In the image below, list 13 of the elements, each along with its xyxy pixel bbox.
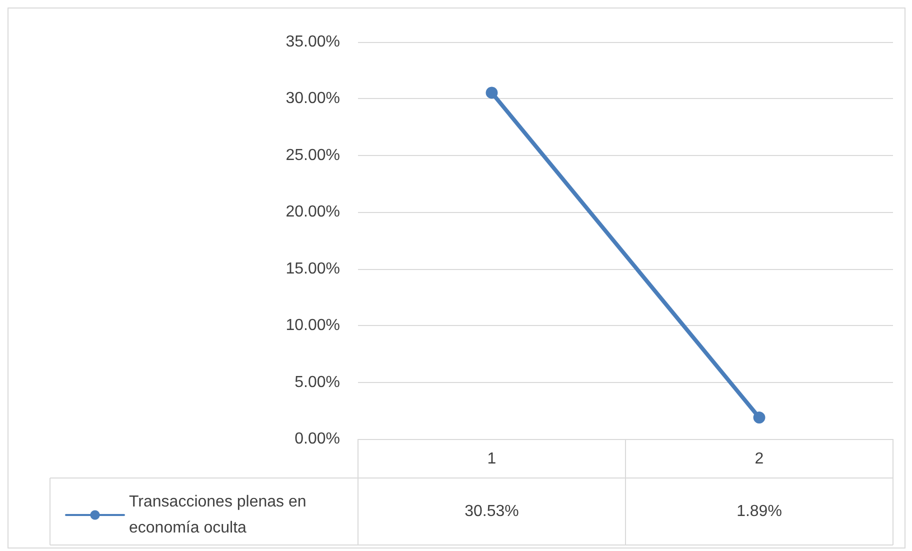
y-tick-label: 5.00% [294, 374, 340, 391]
x-tick-label: 2 [754, 450, 764, 468]
data-label: 1.89% [736, 503, 782, 520]
y-tick-label: 15.00% [286, 260, 340, 278]
y-tick-label: 25.00% [286, 146, 340, 164]
y-tick-label: 35.00% [286, 34, 340, 50]
y-tick-label: 0.00% [294, 430, 340, 448]
legend-label: Transacciones plenas en economía oculta [129, 494, 311, 536]
data-label: 30.53% [464, 503, 519, 520]
y-tick-label: 20.00% [286, 204, 340, 221]
y-tick-label: 30.00% [286, 90, 340, 108]
y-tick-label: 10.00% [286, 317, 340, 334]
x-tick-label: 1 [487, 450, 496, 468]
